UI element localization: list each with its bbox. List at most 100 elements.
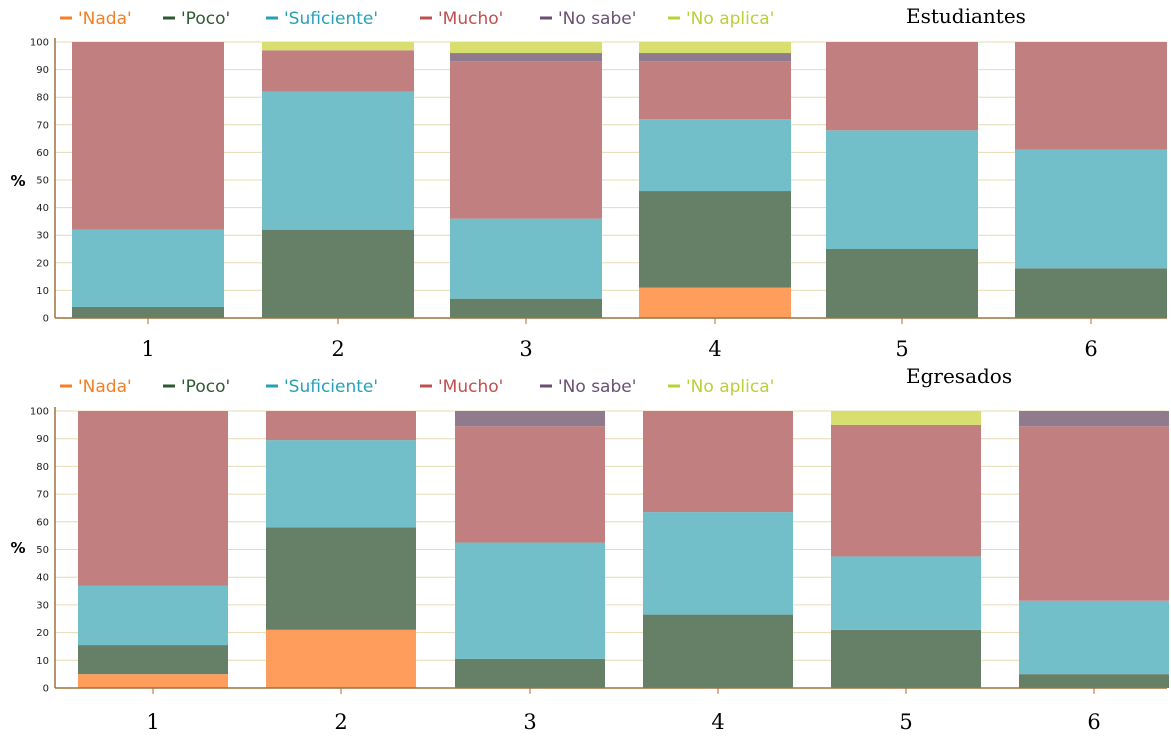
y-tick-label: 90	[36, 434, 49, 445]
bar-segment-no-sabe	[455, 411, 605, 427]
bar-segment-mucho	[266, 411, 416, 441]
bar-segment-mucho	[639, 61, 791, 120]
category-label: 4	[708, 337, 721, 361]
legend-entry: 'No sabe'	[558, 9, 636, 29]
y-tick-label: 10	[36, 656, 49, 667]
y-tick-label: 100	[30, 38, 49, 49]
bar-segment-nada	[639, 287, 791, 318]
bar-segment-suficiente	[455, 542, 605, 659]
bar-segment-mucho	[1019, 426, 1169, 601]
y-tick-label: 70	[36, 490, 49, 501]
bar-segment-no-aplica	[639, 42, 791, 54]
category-label: 1	[141, 337, 154, 361]
bar-segment-mucho	[643, 411, 793, 513]
bar-segment-mucho	[78, 411, 228, 586]
bar-segment-suficiente	[72, 229, 224, 307]
category-label: 2	[334, 710, 347, 734]
legend-entry: 'Mucho'	[438, 9, 503, 29]
legend-entry: 'Poco'	[181, 9, 230, 29]
y-tick-label: 40	[36, 203, 49, 214]
category-label: 6	[1087, 710, 1100, 734]
category-label: 4	[711, 710, 724, 734]
y-axis-label: %	[10, 172, 25, 190]
bar-segment-suficiente	[831, 556, 981, 630]
category-label: 5	[899, 710, 912, 734]
bar-segment-suficiente	[450, 218, 602, 299]
y-tick-label: 40	[36, 573, 49, 584]
category-label: 5	[895, 337, 908, 361]
y-tick-label: 60	[36, 148, 49, 159]
bar-segment-poco	[1019, 674, 1169, 688]
bar-segment-poco	[639, 191, 791, 288]
bar-segment-no-aplica	[262, 42, 414, 51]
y-tick-label: 50	[36, 545, 49, 556]
bar-segment-suficiente	[1015, 149, 1167, 269]
chart-title: Egresados	[906, 364, 1012, 388]
legend-entry: 'No aplica'	[686, 377, 774, 397]
y-tick-label: 60	[36, 517, 49, 528]
y-tick-label: 80	[36, 93, 49, 104]
bar-segment-nada	[78, 674, 228, 688]
y-tick-label: 30	[36, 231, 49, 242]
y-tick-label: 20	[36, 628, 49, 639]
bar-segment-suficiente	[78, 585, 228, 646]
bar-segment-poco	[826, 249, 978, 318]
bar-segment-no-aplica	[831, 411, 981, 425]
bar-segment-poco	[455, 658, 605, 688]
legend-entry: 'No sabe'	[558, 377, 636, 397]
bar-segment-suficiente	[643, 512, 793, 615]
y-tick-label: 30	[36, 600, 49, 611]
y-tick-label: 0	[43, 314, 49, 325]
bar-segment-no-sabe	[450, 53, 602, 62]
bar-segment-mucho	[455, 426, 605, 543]
legend-entry: 'No aplica'	[686, 9, 774, 29]
bar-segment-mucho	[1015, 42, 1167, 150]
bar-segment-poco	[78, 645, 228, 675]
bar-segment-poco	[643, 614, 793, 688]
legend-entry: 'Nada'	[78, 9, 132, 29]
bar-segment-no-sabe	[1019, 411, 1169, 427]
y-tick-label: 70	[36, 120, 49, 131]
bar-segment-poco	[262, 229, 414, 318]
bar-segment-mucho	[72, 42, 224, 230]
y-tick-label: 0	[43, 684, 49, 695]
bar-segment-suficiente	[262, 91, 414, 230]
legend-entry: 'Mucho'	[438, 377, 503, 397]
bar-segment-poco	[450, 298, 602, 318]
bar-segment-poco	[72, 306, 224, 318]
y-axis-label: %	[10, 539, 25, 557]
legend-entry: 'Nada'	[78, 377, 132, 397]
chart-title: Estudiantes	[906, 4, 1026, 28]
bar-segment-poco	[1015, 268, 1167, 318]
bar-segment-suficiente	[826, 130, 978, 249]
chart-2: 0 10 20 30 40 50 60 70 80 90 100 1 2 3 4 5 6% 'Nada' 'Poco…	[10, 364, 1169, 734]
chart-1: 0 10 20 30 40 50 60 70 80 90 100 1 2 3 4 5 6% 'Nada' 'Poco…	[10, 4, 1167, 361]
category-label: 1	[146, 710, 159, 734]
y-tick-label: 90	[36, 65, 49, 76]
bar-segment-nada	[266, 629, 416, 688]
bar-segment-no-sabe	[639, 53, 791, 62]
bar-segment-suficiente	[639, 119, 791, 192]
bar-segment-mucho	[826, 42, 978, 131]
y-tick-label: 50	[36, 176, 49, 187]
bar-segment-suficiente	[1019, 600, 1169, 675]
bar-segment-poco	[831, 629, 981, 688]
bar-segment-mucho	[262, 50, 414, 92]
y-tick-label: 10	[36, 286, 49, 297]
category-label: 3	[523, 710, 536, 734]
category-label: 6	[1084, 337, 1097, 361]
bar-segment-poco	[266, 527, 416, 630]
y-tick-label: 20	[36, 258, 49, 269]
y-tick-label: 100	[30, 407, 49, 418]
category-label: 3	[519, 337, 532, 361]
y-tick-label: 80	[36, 462, 49, 473]
bar-segment-mucho	[831, 424, 981, 557]
legend-entry: 'Suficiente'	[284, 377, 378, 397]
category-label: 2	[331, 337, 344, 361]
bar-segment-no-aplica	[450, 42, 602, 54]
legend-entry: 'Poco'	[181, 377, 230, 397]
bar-segment-mucho	[450, 61, 602, 219]
bar-segment-suficiente	[266, 440, 416, 528]
legend-entry: 'Suficiente'	[284, 9, 378, 29]
